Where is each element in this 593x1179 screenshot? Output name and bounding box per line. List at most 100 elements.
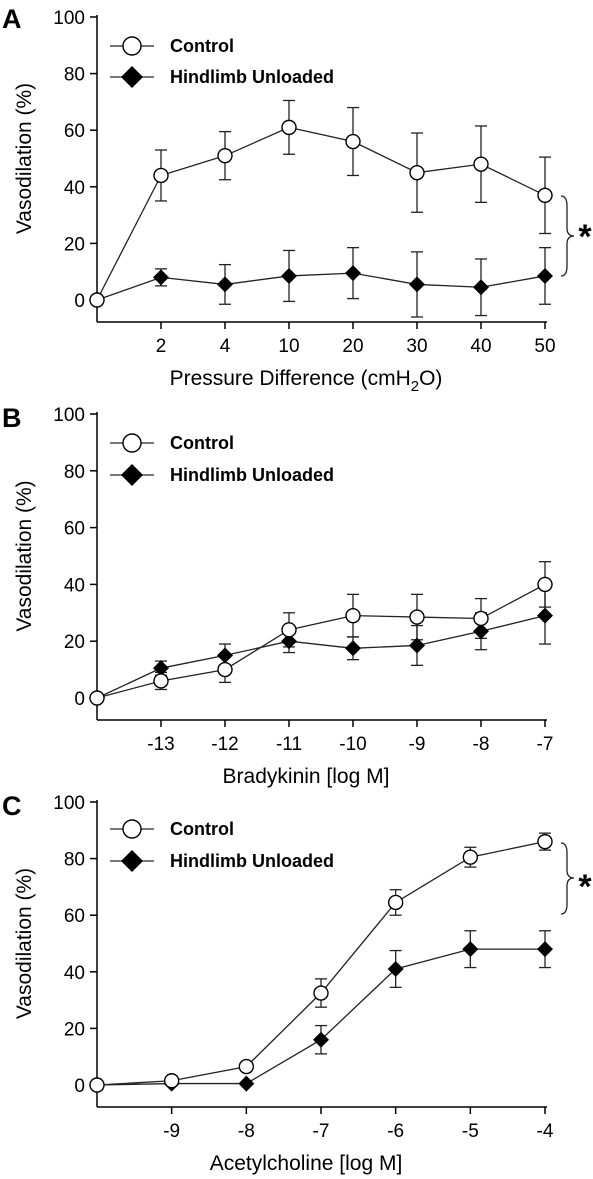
unloaded-point <box>153 660 169 677</box>
control-point <box>409 609 425 625</box>
panel-label: B <box>2 403 22 433</box>
x-tick-label: -6 <box>387 1121 404 1142</box>
control-point <box>462 849 479 865</box>
x-tick-label: -7 <box>537 734 554 755</box>
unloaded-point <box>238 1075 255 1092</box>
x-axis-label-part: O) <box>419 367 442 390</box>
x-tick-label: 4 <box>220 336 231 357</box>
significance-brace <box>560 842 575 915</box>
significance-brace <box>560 195 575 277</box>
control-point <box>217 661 233 678</box>
x-tick-label: 10 <box>278 336 299 357</box>
control-point <box>537 833 553 850</box>
control-point <box>387 894 404 911</box>
unloaded-point <box>313 1031 329 1048</box>
legend-circle-icon <box>122 36 142 56</box>
control-point <box>537 187 553 203</box>
control-point <box>89 690 105 706</box>
series-line-control <box>96 583 546 699</box>
y-axis-label: Vasodilation (%) <box>13 480 36 631</box>
x-axis-label: Acetylcholine [log M] <box>210 1152 403 1175</box>
x-axis-label: Bradykinin [log M] <box>223 765 390 788</box>
x-tick-label: 20 <box>342 336 363 357</box>
unloaded-point <box>473 623 489 640</box>
legend-label: Control <box>170 36 234 56</box>
series-line-unloaded <box>96 948 545 1086</box>
y-tick-label: 20 <box>64 632 85 653</box>
legend-label: Hindlimb Unloaded <box>170 851 334 871</box>
x-tick-label: -8 <box>238 1121 255 1142</box>
unloaded-point <box>473 279 489 296</box>
control-point <box>537 576 553 593</box>
control-point <box>89 292 105 308</box>
y-tick-label: 60 <box>64 906 85 927</box>
y-tick-label: 80 <box>64 462 85 483</box>
unloaded-point <box>153 269 169 286</box>
y-tick-label: 60 <box>64 121 85 142</box>
control-point <box>281 119 297 136</box>
y-tick-label: 80 <box>64 65 85 86</box>
series-line-control <box>96 126 546 301</box>
x-tick-label: 2 <box>156 336 167 357</box>
y-tick-label: 100 <box>53 405 85 426</box>
y-tick-label: 40 <box>64 178 85 199</box>
unloaded-point <box>345 640 361 657</box>
x-axis-label: Pressure Difference (cmH2O) <box>170 367 443 395</box>
x-axis-label-part: Acetylcholine [log M] <box>210 1152 403 1175</box>
panel-label: C <box>2 791 22 821</box>
legend-circle-icon <box>122 433 142 453</box>
unloaded-point <box>537 267 553 284</box>
y-tick-label: 40 <box>64 575 85 596</box>
x-axis-label-part: Pressure Difference (cmH <box>170 367 411 390</box>
x-tick-label: 40 <box>470 336 491 357</box>
control-point <box>89 1077 105 1093</box>
y-tick-label: 20 <box>64 234 85 255</box>
y-tick-label: 100 <box>53 793 85 814</box>
unloaded-point <box>281 633 297 650</box>
y-tick-label: 100 <box>53 8 85 29</box>
x-tick-label: -9 <box>409 734 426 755</box>
legend-label: Hindlimb Unloaded <box>170 465 334 485</box>
control-point <box>409 164 425 181</box>
chart-panel-C: C 0 20 40 60 80 100 -9 -8 -7 -6 -5 -4 Vasodilation (%… <box>2 791 592 1175</box>
unloaded-point <box>281 267 297 284</box>
unloaded-point <box>345 265 361 282</box>
chart-panel-B: B 0 20 40 60 80 100 -13 -12 -11 -10 -9 -8 -7 Vasodilat… <box>2 403 553 788</box>
x-axis-label-part: Bradykinin [log M] <box>223 765 390 788</box>
panel-label: A <box>2 4 22 34</box>
x-tick-label: -11 <box>276 734 302 755</box>
unloaded-point <box>387 960 404 977</box>
unloaded-point <box>217 276 233 293</box>
control-point <box>153 673 169 689</box>
unloaded-point <box>537 941 553 958</box>
legend-diamond-icon <box>121 464 143 486</box>
legend-label: Hindlimb Unloaded <box>170 67 334 87</box>
legend-circle-icon <box>122 819 142 839</box>
x-tick-label: -13 <box>147 734 174 755</box>
x-axis-label-part: 2 <box>411 378 419 395</box>
y-tick-label: 0 <box>74 1076 85 1097</box>
legend-diamond-icon <box>121 850 143 872</box>
unloaded-point <box>409 276 425 293</box>
control-point <box>163 1073 180 1089</box>
series-line-unloaded <box>96 615 546 699</box>
x-tick-label: 30 <box>406 336 427 357</box>
x-tick-label: -9 <box>163 1121 180 1142</box>
y-tick-label: 20 <box>64 1019 85 1040</box>
control-point <box>281 622 297 638</box>
x-tick-label: -10 <box>339 734 366 755</box>
y-tick-label: 0 <box>74 291 85 312</box>
control-point <box>313 985 329 1001</box>
significance-star: * <box>578 868 592 906</box>
y-axis-label: Vasodilation (%) <box>13 868 36 1019</box>
x-tick-label: 50 <box>534 336 555 357</box>
control-point <box>345 133 361 150</box>
control-point <box>345 607 361 624</box>
chart-panel-A: A 0 20 40 60 80 100 2 4 10 20 30 40 50 Vasodilation (%… <box>2 4 592 395</box>
control-point <box>217 147 233 164</box>
legend-label: Control <box>170 819 234 839</box>
legend-label: Control <box>170 433 234 453</box>
y-tick-label: 60 <box>64 519 85 540</box>
series-line-unloaded <box>96 272 546 301</box>
